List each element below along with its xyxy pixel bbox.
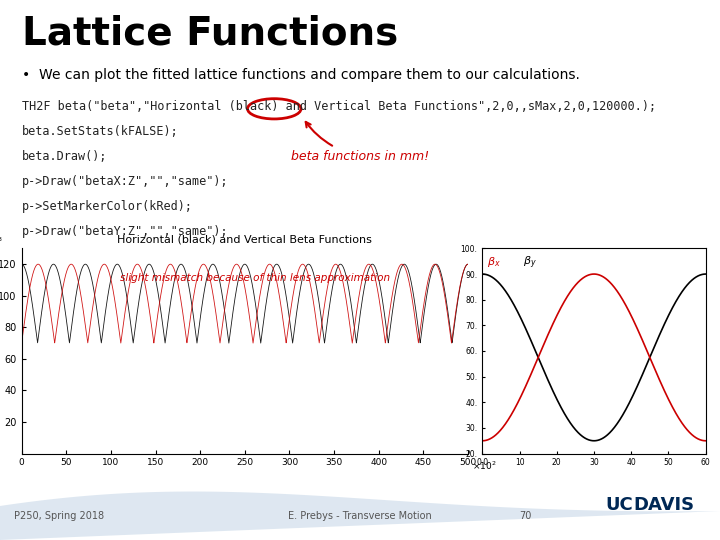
Text: slight mismatch because of thin lens approximation: slight mismatch because of thin lens app… xyxy=(120,273,390,283)
Text: P250, Spring 2018: P250, Spring 2018 xyxy=(14,511,104,521)
Text: p->Draw("betaY:Z","","same");: p->Draw("betaY:Z","","same"); xyxy=(22,226,228,239)
Text: UC: UC xyxy=(606,496,634,514)
Text: DAVIS: DAVIS xyxy=(634,496,695,514)
PathPatch shape xyxy=(0,491,720,540)
Text: $\beta_y$: $\beta_y$ xyxy=(523,254,536,271)
Text: •  We can plot the fitted lattice functions and compare them to our calculations: • We can plot the fitted lattice functio… xyxy=(22,68,580,82)
Text: $\times 10^3$: $\times 10^3$ xyxy=(0,236,3,248)
Text: beta functions in mm!: beta functions in mm! xyxy=(291,122,429,163)
Text: $\times 10^2$: $\times 10^2$ xyxy=(472,460,497,472)
Text: $\beta_x$: $\beta_x$ xyxy=(487,254,500,268)
Text: TH2F beta("beta","Horizontal (black) and Vertical Beta Functions",2,0,,sMax,2,0,: TH2F beta("beta","Horizontal (black) and… xyxy=(22,100,656,113)
Text: beta.Draw();: beta.Draw(); xyxy=(22,150,107,163)
Text: E. Prebys - Transverse Motion: E. Prebys - Transverse Motion xyxy=(288,511,432,521)
Text: Lattice Functions: Lattice Functions xyxy=(22,15,398,52)
Text: 70: 70 xyxy=(519,511,532,521)
Text: beta.SetStats(kFALSE);: beta.SetStats(kFALSE); xyxy=(22,125,179,138)
Text: p->SetMarkerColor(kRed);: p->SetMarkerColor(kRed); xyxy=(22,200,193,213)
Title: Horizontal (black) and Vertical Beta Functions: Horizontal (black) and Vertical Beta Fun… xyxy=(117,235,372,245)
Text: p->Draw("betaX:Z","","same");: p->Draw("betaX:Z","","same"); xyxy=(22,175,228,188)
